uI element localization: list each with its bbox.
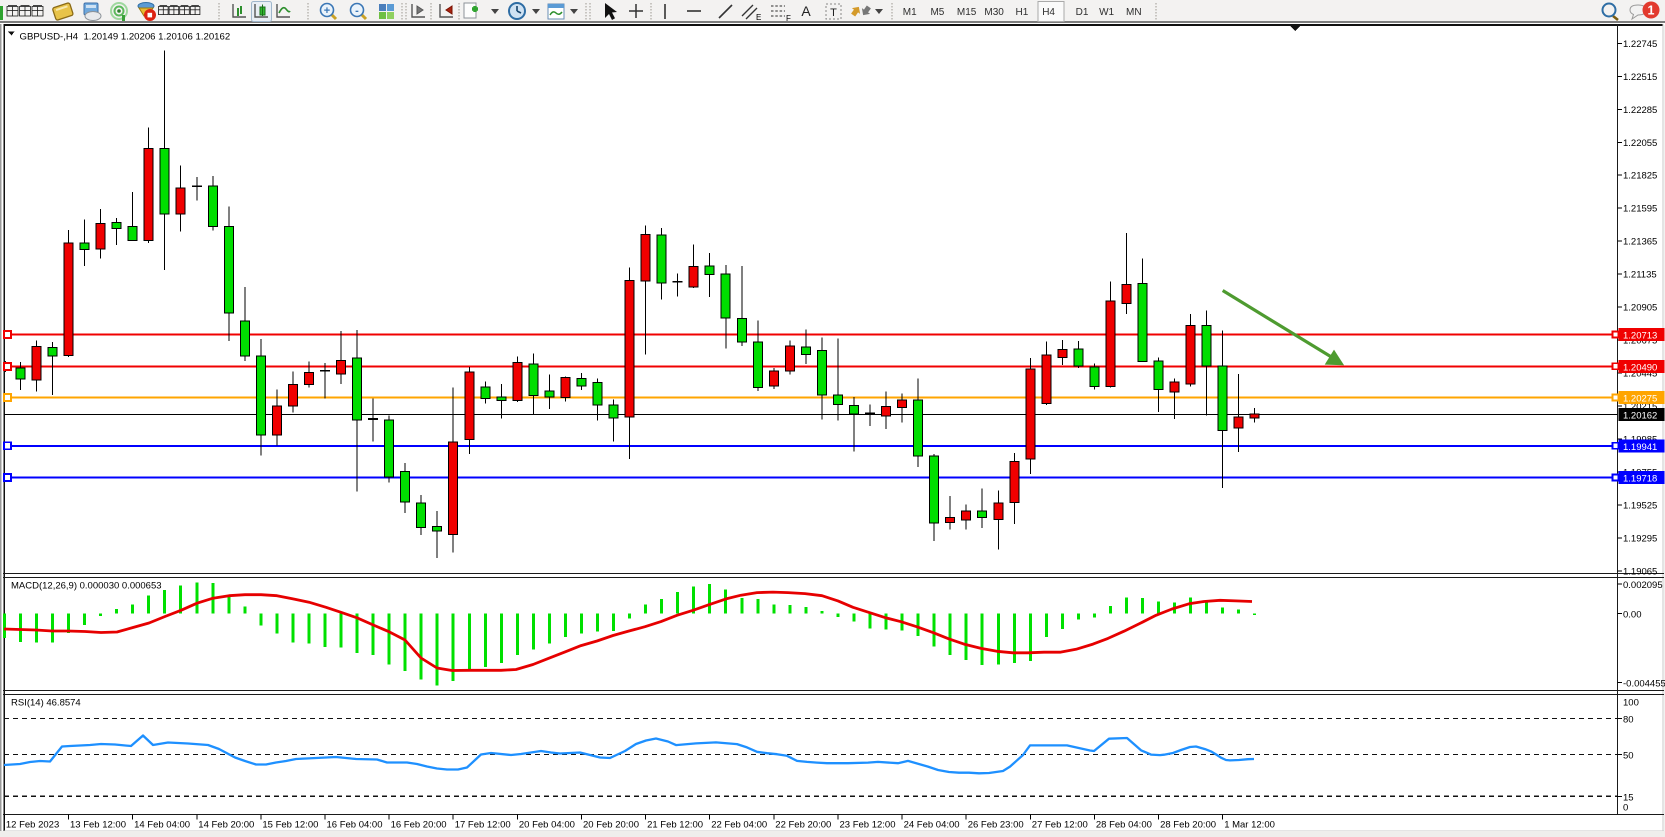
svg-text:26 Feb 23:00: 26 Feb 23:00 [968, 820, 1024, 831]
svg-text:28 Feb 20:00: 28 Feb 20:00 [1160, 820, 1216, 831]
svg-text:E: E [756, 13, 761, 22]
svg-text:1.19941: 1.19941 [1623, 442, 1657, 453]
svg-text:1.19295: 1.19295 [1623, 533, 1657, 544]
svg-text:1.20445: 1.20445 [1623, 369, 1657, 380]
svg-text:GBPUSD-,H4 1.20149 1.20206 1.: GBPUSD-,H4 1.20149 1.20206 1.20106 1.201… [20, 32, 231, 43]
svg-text:MACD(12,26,9) 0.000030 0.00065: MACD(12,26,9) 0.000030 0.000653 [11, 581, 162, 592]
svg-text:M15: M15 [957, 7, 977, 18]
svg-text:1.20162: 1.20162 [1623, 411, 1657, 422]
svg-text:H1: H1 [1016, 7, 1029, 18]
svg-text:1.19065: 1.19065 [1623, 566, 1657, 577]
svg-text:14 Feb 04:00: 14 Feb 04:00 [134, 820, 190, 831]
svg-text:1.19718: 1.19718 [1623, 474, 1657, 485]
svg-text:1.20905: 1.20905 [1623, 303, 1657, 314]
svg-text:13 Feb 12:00: 13 Feb 12:00 [70, 820, 126, 831]
svg-text:A: A [801, 3, 811, 19]
svg-text:100: 100 [1623, 698, 1639, 709]
svg-text:12 Feb 2023: 12 Feb 2023 [6, 820, 59, 831]
svg-text:MN: MN [1126, 7, 1142, 18]
svg-text:1: 1 [1648, 4, 1655, 18]
svg-text:22 Feb 20:00: 22 Feb 20:00 [775, 820, 831, 831]
svg-text:27 Feb 12:00: 27 Feb 12:00 [1032, 820, 1088, 831]
svg-text:16 Feb 04:00: 16 Feb 04:00 [327, 820, 383, 831]
svg-text:M5: M5 [930, 7, 944, 18]
svg-text:23 Feb 12:00: 23 Feb 12:00 [840, 820, 896, 831]
svg-text:28 Feb 04:00: 28 Feb 04:00 [1096, 820, 1152, 831]
svg-text:15: 15 [1623, 792, 1634, 803]
svg-text:F: F [786, 14, 791, 23]
svg-text:14 Feb 20:00: 14 Feb 20:00 [198, 820, 254, 831]
svg-text:1.20713: 1.20713 [1623, 331, 1657, 342]
svg-text:D1: D1 [1076, 7, 1089, 18]
svg-text:M1: M1 [903, 7, 917, 18]
svg-text:M30: M30 [984, 7, 1004, 18]
svg-text:1.21595: 1.21595 [1623, 204, 1657, 215]
svg-text:21 Feb 12:00: 21 Feb 12:00 [647, 820, 703, 831]
svg-text:0.00: 0.00 [1623, 610, 1642, 621]
svg-text:1.21365: 1.21365 [1623, 237, 1657, 248]
svg-text:1.22285: 1.22285 [1623, 105, 1657, 116]
svg-text:15 Feb 12:00: 15 Feb 12:00 [262, 820, 318, 831]
svg-text:1.22515: 1.22515 [1623, 72, 1657, 83]
svg-text:1.20275: 1.20275 [1623, 394, 1657, 405]
svg-text:1.22055: 1.22055 [1623, 138, 1657, 149]
svg-text:1.19525: 1.19525 [1623, 500, 1657, 511]
svg-text:24 Feb 04:00: 24 Feb 04:00 [904, 820, 960, 831]
svg-text:1.21825: 1.21825 [1623, 171, 1657, 182]
svg-text:1.21135: 1.21135 [1623, 270, 1657, 281]
svg-text:H4: H4 [1042, 7, 1055, 18]
svg-text:1 Mar 12:00: 1 Mar 12:00 [1224, 820, 1275, 831]
svg-text:22 Feb 04:00: 22 Feb 04:00 [711, 820, 767, 831]
svg-text:+: + [324, 5, 330, 17]
svg-text:1.20490: 1.20490 [1623, 362, 1657, 373]
svg-text:1.22745: 1.22745 [1623, 39, 1657, 50]
svg-text:0: 0 [1623, 803, 1628, 814]
svg-text:80: 80 [1623, 715, 1634, 726]
svg-text:16 Feb 20:00: 16 Feb 20:00 [391, 820, 447, 831]
svg-text:20 Feb 20:00: 20 Feb 20:00 [583, 820, 639, 831]
svg-text:20 Feb 04:00: 20 Feb 04:00 [519, 820, 575, 831]
svg-text:0.002095: 0.002095 [1623, 580, 1663, 591]
svg-text:W1: W1 [1099, 7, 1114, 18]
svg-text:-0.004455: -0.004455 [1623, 679, 1665, 690]
svg-text:50: 50 [1623, 751, 1634, 762]
svg-text:17 Feb 12:00: 17 Feb 12:00 [455, 820, 511, 831]
svg-text:-: - [355, 5, 359, 17]
svg-text:T: T [830, 7, 837, 19]
svg-text:RSI(14) 46.8574: RSI(14) 46.8574 [11, 698, 81, 709]
svg-text:1.20215: 1.20215 [1623, 402, 1657, 413]
